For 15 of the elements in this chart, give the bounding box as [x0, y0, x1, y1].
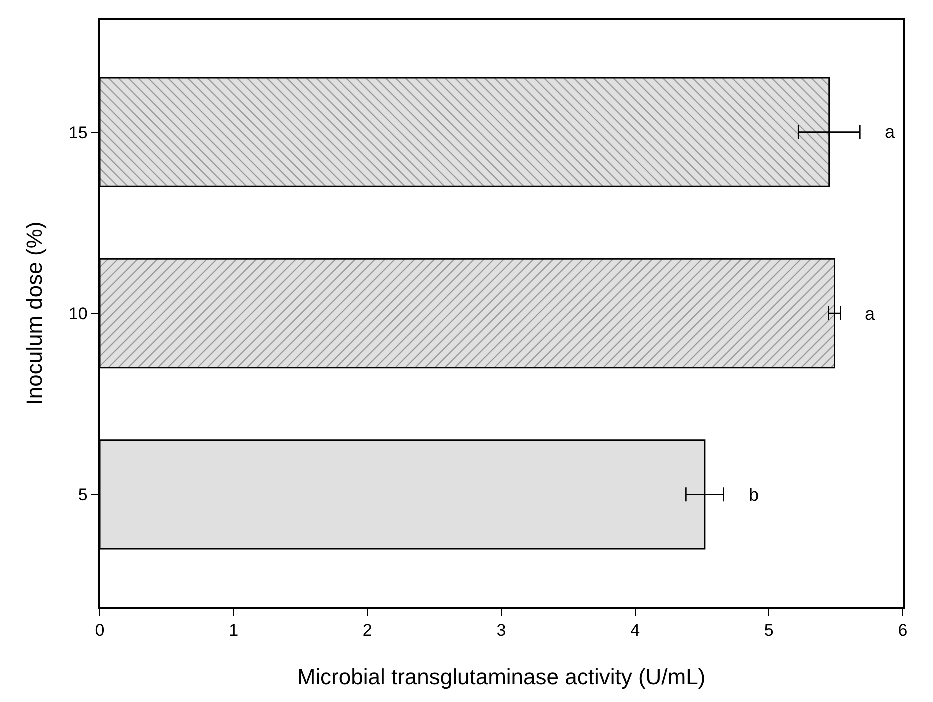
y-tick-label: 15 — [68, 123, 88, 142]
x-tick-label: 1 — [229, 621, 239, 640]
x-axis-title: Microbial transglutaminase activity (U/mL) — [297, 664, 706, 690]
x-tick-label: 6 — [898, 621, 908, 640]
x-tick-label: 2 — [362, 621, 372, 640]
y-tick-label: 5 — [78, 486, 88, 505]
annotation: b — [749, 485, 760, 505]
y-axis-title: Inoculum dose (%) — [22, 222, 48, 406]
annotation: a — [885, 122, 896, 142]
x-tick-label: 3 — [496, 621, 506, 640]
y-tick-label: 10 — [68, 304, 88, 324]
x-tick-label: 0 — [95, 621, 105, 640]
x-tick-label: 5 — [764, 621, 774, 640]
x-tick-label: 4 — [630, 621, 640, 640]
annotation: a — [865, 304, 876, 324]
